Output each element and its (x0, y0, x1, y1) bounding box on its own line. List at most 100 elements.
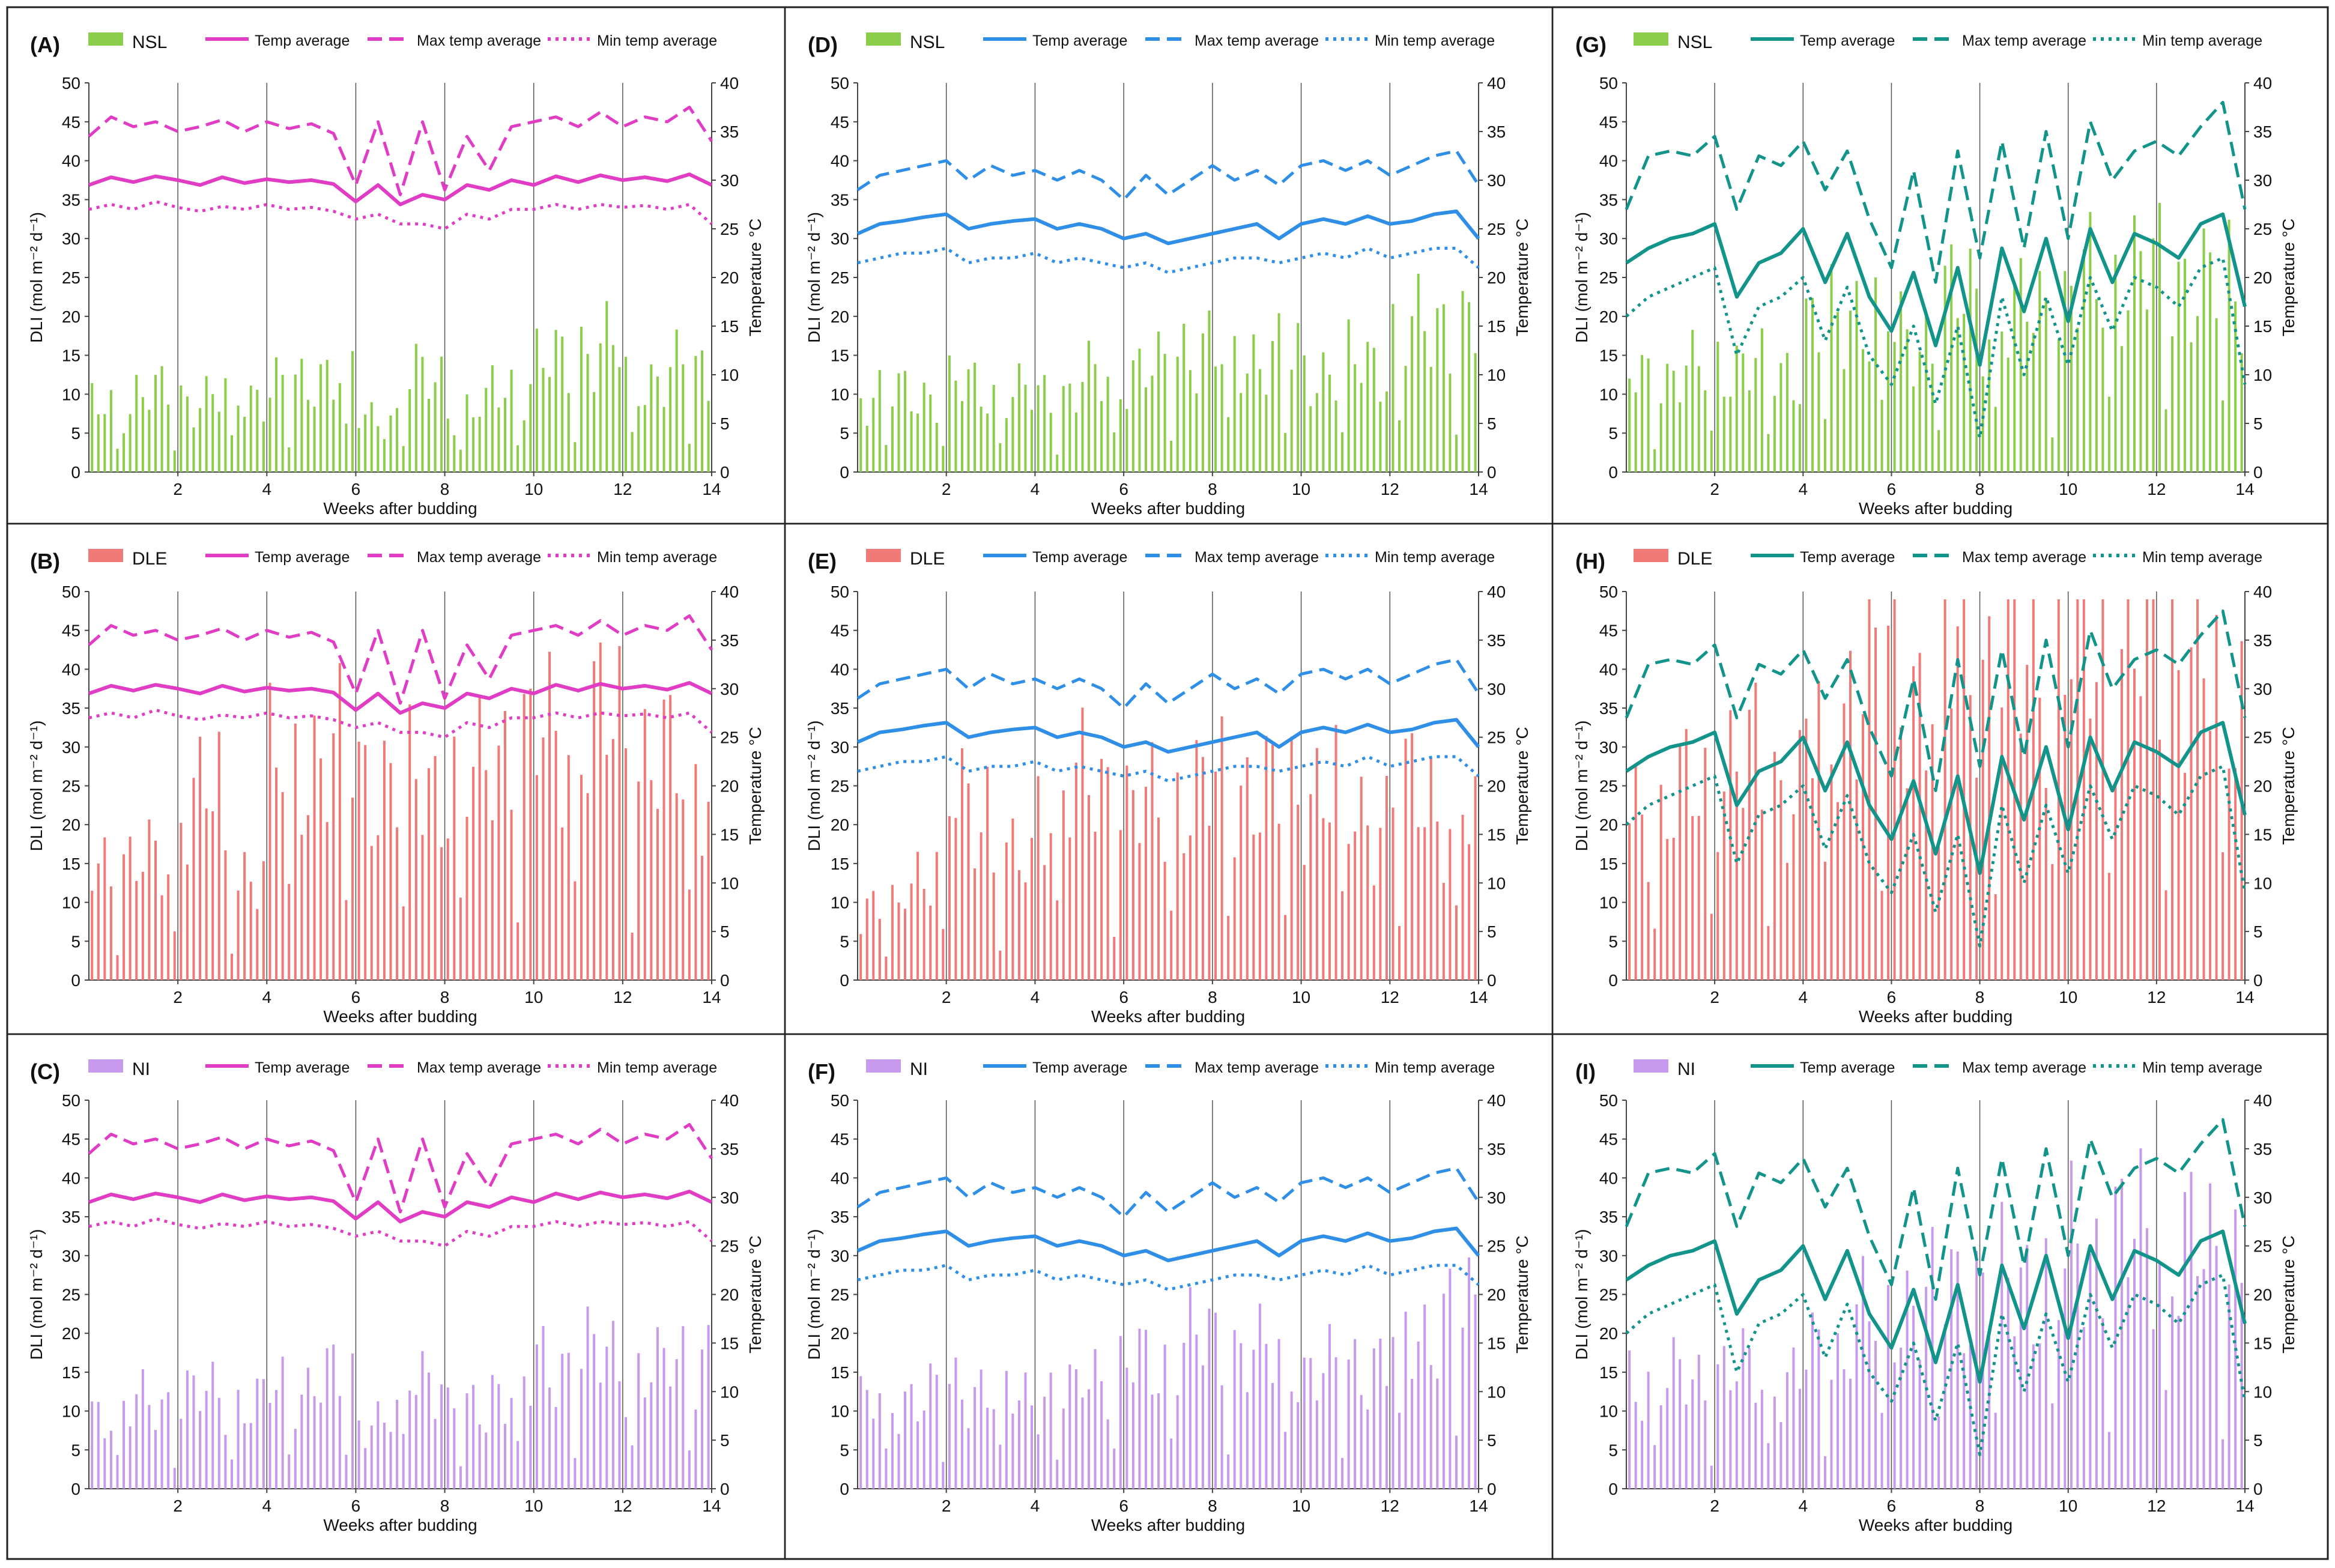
dli-bar (485, 1432, 488, 1489)
dli-bar (701, 856, 704, 980)
dli-bar (180, 823, 183, 980)
dli-bar (414, 779, 417, 980)
dli-bar (1005, 842, 1008, 980)
dli-bar (1900, 1348, 1903, 1489)
dli-bar (91, 383, 94, 472)
dli-bar (974, 362, 977, 472)
dli-bar (173, 931, 176, 980)
y-right-tick-label: 25 (720, 220, 739, 238)
dli-bar (396, 408, 399, 472)
dli-bar (1322, 818, 1325, 980)
dli-bar (97, 414, 100, 472)
dli-bar (224, 378, 227, 472)
dli-bar (186, 864, 189, 980)
dli-bar (160, 366, 163, 472)
dli-bar (275, 767, 278, 980)
legend-label-max: Max temp average (417, 549, 541, 566)
dli-bar (1423, 331, 1426, 472)
dli-bar (2057, 1320, 2060, 1489)
dli-bar (599, 642, 602, 980)
dli-bar (1906, 788, 1909, 980)
dli-bar (1710, 431, 1713, 472)
dli-bar (1290, 1391, 1293, 1489)
legend-label-temp: Temp average (1032, 549, 1127, 566)
y-right-tick-label: 5 (2253, 1431, 2263, 1450)
y-left-tick-label: 10 (1599, 1402, 1618, 1421)
dli-bar (1163, 354, 1166, 472)
dli-bar (1417, 1341, 1420, 1489)
dli-bar (1100, 758, 1103, 980)
dli-bar (960, 1399, 963, 1489)
y-right-axis-title: Temperature °C (2279, 219, 2298, 336)
dli-bar (1449, 1268, 1452, 1489)
dli-bar (1798, 730, 1801, 980)
dli-bar (1906, 1270, 1909, 1489)
dli-bar (1151, 1394, 1154, 1489)
dli-bar (459, 449, 462, 472)
y-right-axis-title: Temperature °C (746, 727, 765, 844)
dli-bar (1031, 838, 1034, 980)
dli-bar (414, 344, 417, 472)
y-left-axis-title: DLI (mol m⁻² d⁻¹) (1572, 721, 1591, 852)
dli-bar (103, 1438, 106, 1489)
x-tick-label: 8 (1975, 1497, 1985, 1515)
dli-bar (421, 835, 424, 980)
dli-bar (141, 1369, 144, 1489)
dli-bar (891, 1412, 894, 1489)
dli-bar (357, 428, 360, 472)
y-left-tick-label: 25 (831, 777, 849, 796)
y-left-axis-title: DLI (mol m⁻² d⁻¹) (805, 721, 823, 852)
panel-label: (B) (30, 549, 60, 574)
dli-bar (2070, 679, 2073, 980)
y-left-tick-label: 50 (831, 74, 849, 92)
dli-bar (186, 396, 189, 472)
dli-bar (478, 1424, 481, 1489)
min-temp-line (857, 1264, 1480, 1291)
dli-bar (129, 837, 132, 980)
dli-bar (2164, 409, 2167, 472)
dli-bar (345, 1454, 348, 1489)
y-left-tick-label: 25 (62, 1286, 80, 1304)
dli-bar (414, 1394, 417, 1489)
dli-bar (1094, 364, 1097, 472)
dli-bar (453, 1408, 456, 1489)
dli-bar (1679, 745, 1682, 980)
dli-bar (1722, 396, 1725, 472)
y-left-tick-label: 15 (1599, 1363, 1618, 1382)
dli-bar (453, 736, 456, 980)
panel-label: (F) (808, 1059, 835, 1084)
dli-bar (1271, 341, 1274, 472)
legend-label-max: Max temp average (417, 32, 541, 49)
dli-bar (707, 401, 710, 472)
y-left-tick-label: 25 (1599, 777, 1618, 796)
y-right-tick-label: 40 (720, 1091, 739, 1110)
dli-bar (2019, 733, 2022, 980)
dli-bar (211, 1361, 214, 1489)
y-left-tick-label: 0 (1608, 1480, 1618, 1498)
dli-bar (345, 423, 348, 472)
dli-bar (1811, 1312, 1814, 1489)
dli-bar (1931, 363, 1934, 472)
y-left-axis-title: DLI (mol m⁻² d⁻¹) (805, 1229, 823, 1360)
dli-bar (1779, 1421, 1782, 1489)
panel-label: (H) (1575, 549, 1605, 574)
legend-label-temp: Temp average (255, 1059, 350, 1076)
y-left-tick-label: 40 (62, 660, 80, 679)
y-left-tick-label: 15 (831, 347, 849, 365)
panel-label: (A) (30, 32, 60, 57)
y-left-tick-label: 15 (831, 1363, 849, 1382)
dli-bar (516, 922, 519, 980)
x-axis-title: Weeks after budding (323, 499, 477, 518)
dli-bar (268, 682, 271, 980)
dli-bar (2026, 321, 2029, 472)
dli-bar (1379, 1339, 1382, 1489)
dli-bar (942, 446, 945, 472)
x-axis-title: Weeks after budding (1091, 1516, 1245, 1534)
x-axis-title: Weeks after budding (1859, 499, 2012, 518)
dli-bar (1201, 333, 1204, 472)
legend-label-temp: Temp average (1800, 1059, 1895, 1076)
dli-bar (1265, 395, 1268, 472)
dli-bar (1341, 891, 1344, 980)
x-tick-label: 6 (1119, 988, 1128, 1006)
dli-bar (1436, 1378, 1439, 1489)
